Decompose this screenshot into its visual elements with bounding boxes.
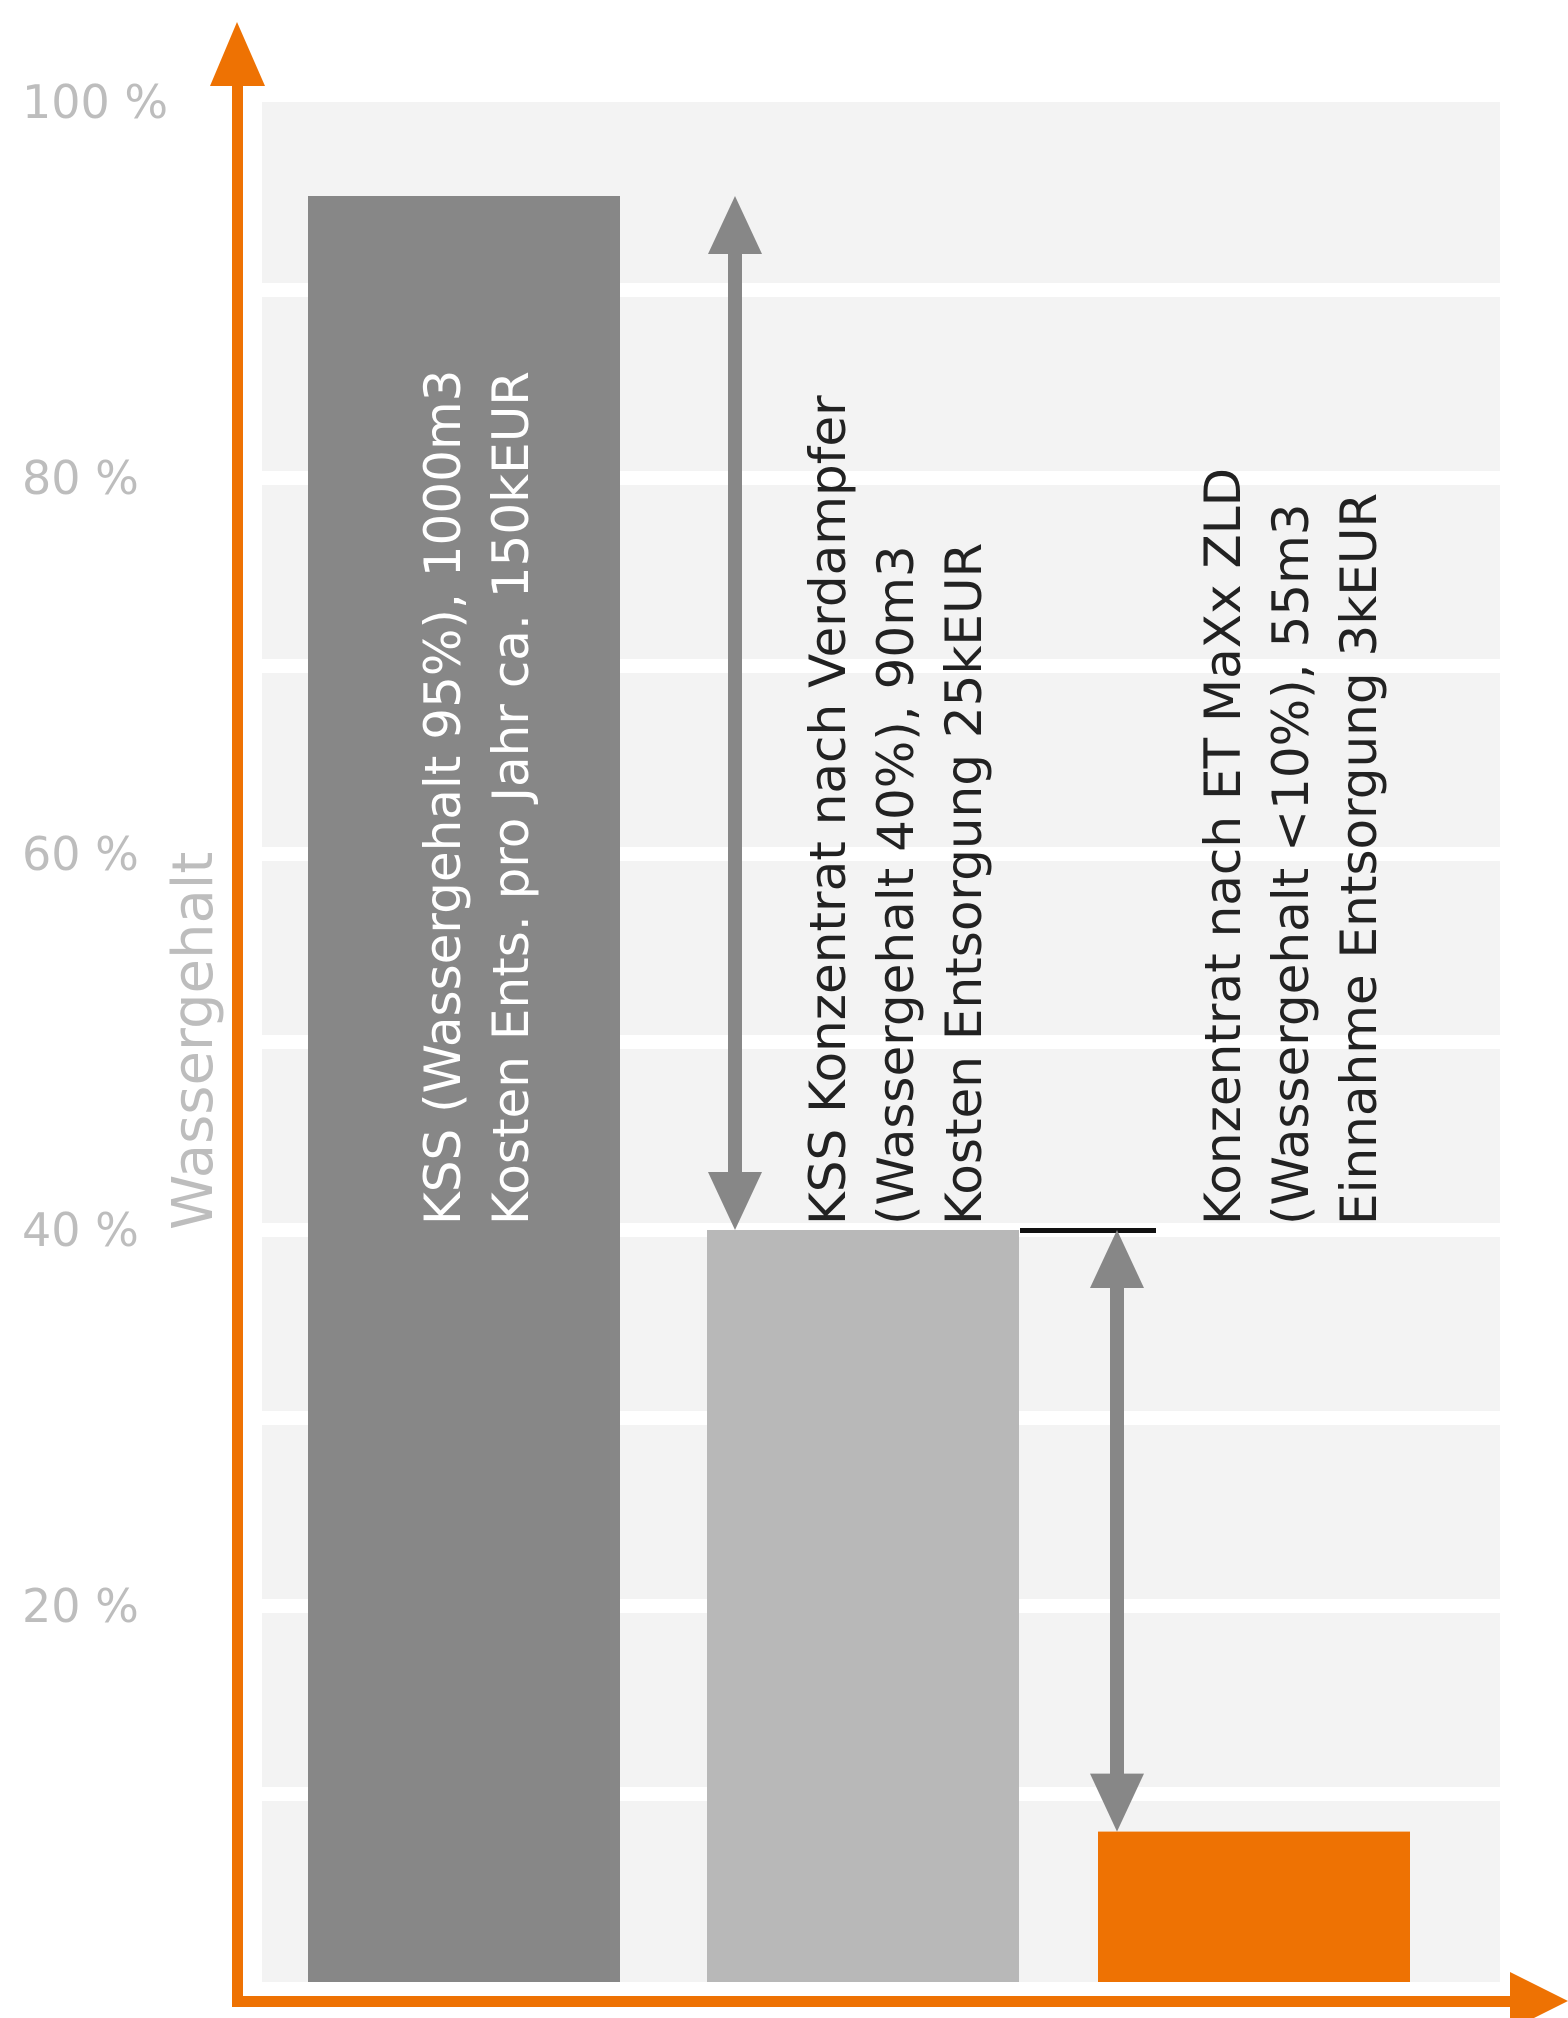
y-tick-labels: 20 % 40 % 60 % 80 % 100 % xyxy=(22,75,168,1633)
bar-label: Kosten Entsorgung 25kEUR xyxy=(935,543,993,1225)
arrow-shaft xyxy=(728,250,742,1176)
bar xyxy=(1098,1831,1410,1982)
x-axis-line xyxy=(232,1996,1522,2007)
bars xyxy=(308,196,1410,1982)
arrow-shaft xyxy=(1110,1284,1124,1778)
bar-labels: KSS (Wassergehalt 95%), 1000m3 Kosten Ent… xyxy=(414,370,1388,1226)
bar-label: Kosten Ents. pro Jahr ca. 150kEUR xyxy=(482,371,540,1225)
arrow-up-icon xyxy=(708,196,762,254)
bar-label: KSS (Wassergehalt 95%), 1000m3 xyxy=(414,370,472,1226)
y-axis-line xyxy=(232,75,243,2007)
reference-line xyxy=(1020,1228,1156,1233)
arrow-up-icon xyxy=(1090,1230,1144,1288)
arrow-down-icon xyxy=(1090,1773,1144,1832)
axes xyxy=(210,22,1568,2018)
bar-label: (Wassergehalt 40%), 90m3 xyxy=(867,545,925,1225)
bar xyxy=(707,1230,1019,1982)
bar-label: (Wassergehalt <10%), 55m3 xyxy=(1262,503,1320,1225)
arrow-down-icon xyxy=(708,1172,762,1230)
bar-label: Konzentrat nach ET MaXx ZLD xyxy=(1194,468,1252,1225)
y-axis-label: Wassergehalt xyxy=(161,852,226,1230)
y-axis-arrow-icon xyxy=(210,22,265,86)
y-tick-label: 40 % xyxy=(22,1203,139,1257)
y-tick-label: 80 % xyxy=(22,451,139,505)
x-axis-arrow-icon xyxy=(1510,1972,1568,2018)
difference-arrows xyxy=(708,196,1144,1832)
y-tick-label: 60 % xyxy=(22,827,139,881)
bar-label: Einnahme Entsorgung 3kEUR xyxy=(1330,493,1388,1225)
bar xyxy=(308,196,620,1982)
y-tick-label: 100 % xyxy=(22,75,168,129)
y-tick-label: 20 % xyxy=(22,1579,139,1633)
bar-label: KSS Konzentrat nach Verdampfer xyxy=(799,395,857,1225)
